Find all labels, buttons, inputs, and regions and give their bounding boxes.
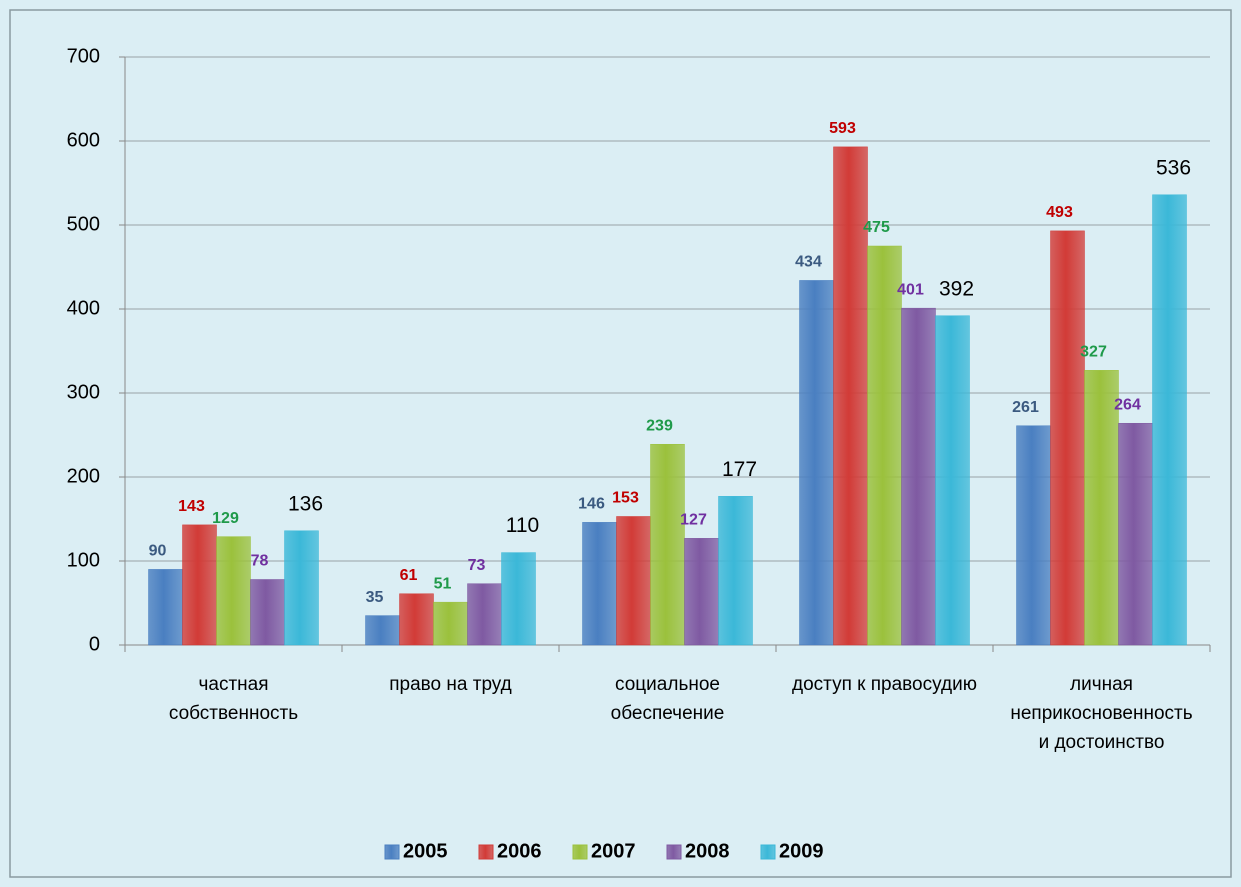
bar xyxy=(1050,230,1085,646)
y-tick-label: 100 xyxy=(67,549,100,571)
bar xyxy=(216,536,251,646)
data-label: 261 xyxy=(1012,399,1039,416)
data-label: 153 xyxy=(612,490,639,507)
legend-swatch xyxy=(666,844,682,860)
data-label: 73 xyxy=(468,557,486,574)
legend-label: 2005 xyxy=(403,840,448,862)
bar xyxy=(284,530,319,646)
y-tick-label: 400 xyxy=(67,297,100,319)
data-label: 129 xyxy=(212,510,239,527)
data-label: 127 xyxy=(680,512,707,529)
bar xyxy=(501,552,536,646)
legend-swatch xyxy=(384,844,400,860)
legend-label: 2008 xyxy=(685,840,730,862)
legend-swatch xyxy=(760,844,776,860)
bar xyxy=(650,443,685,646)
bar xyxy=(582,522,617,646)
data-label: 143 xyxy=(178,498,205,515)
data-label: 110 xyxy=(506,514,539,537)
bar xyxy=(182,524,217,646)
x-tick-label: доступ к правосудию xyxy=(792,674,977,695)
bar xyxy=(1118,422,1153,646)
data-label: 493 xyxy=(1046,204,1073,221)
y-tick-label: 500 xyxy=(67,213,100,235)
data-label: 90 xyxy=(149,543,167,560)
legend-swatch xyxy=(478,844,494,860)
legend-label: 2009 xyxy=(779,840,824,862)
y-tick-label: 700 xyxy=(67,45,100,67)
data-label: 392 xyxy=(939,277,974,300)
bar xyxy=(1152,194,1187,646)
bar xyxy=(250,579,285,646)
data-label: 78 xyxy=(251,553,269,570)
bar xyxy=(684,538,719,646)
bar xyxy=(1016,425,1051,646)
y-tick-label: 300 xyxy=(67,381,100,403)
chart-border xyxy=(9,9,1232,878)
legend-swatch xyxy=(572,844,588,860)
data-label: 239 xyxy=(646,417,673,434)
legend-label: 2006 xyxy=(497,840,542,862)
bar xyxy=(1084,370,1119,646)
data-label: 401 xyxy=(897,281,924,298)
data-label: 536 xyxy=(1156,156,1191,179)
bar xyxy=(718,496,753,646)
data-label: 327 xyxy=(1080,344,1107,361)
bar xyxy=(935,315,970,646)
bar xyxy=(616,516,651,646)
data-label: 593 xyxy=(829,120,856,137)
bar xyxy=(833,146,868,646)
data-label: 177 xyxy=(722,458,757,481)
y-tick-label: 200 xyxy=(67,465,100,487)
y-tick-label: 0 xyxy=(89,633,100,655)
legend-label: 2007 xyxy=(591,840,636,862)
bar xyxy=(433,601,468,646)
data-label: 61 xyxy=(400,567,418,584)
bar xyxy=(148,569,183,646)
data-label: 51 xyxy=(434,575,452,592)
data-label: 434 xyxy=(795,254,822,271)
data-label: 475 xyxy=(863,219,890,236)
data-label: 146 xyxy=(578,496,605,513)
bar xyxy=(365,615,400,646)
bar xyxy=(867,245,902,646)
y-tick-label: 600 xyxy=(67,129,100,151)
x-tick-label: социальное обеспечение xyxy=(610,674,725,724)
data-label: 35 xyxy=(366,589,384,606)
x-tick-label: личная неприкосновенность и достоинство xyxy=(1010,674,1193,753)
data-label: 136 xyxy=(288,492,323,515)
bar xyxy=(901,307,936,646)
bar xyxy=(399,593,434,646)
bar xyxy=(799,280,834,646)
bar xyxy=(467,583,502,646)
x-tick-label: право на труд xyxy=(389,674,512,695)
data-label: 264 xyxy=(1114,396,1141,413)
x-tick-label: частная собственность xyxy=(168,674,299,724)
